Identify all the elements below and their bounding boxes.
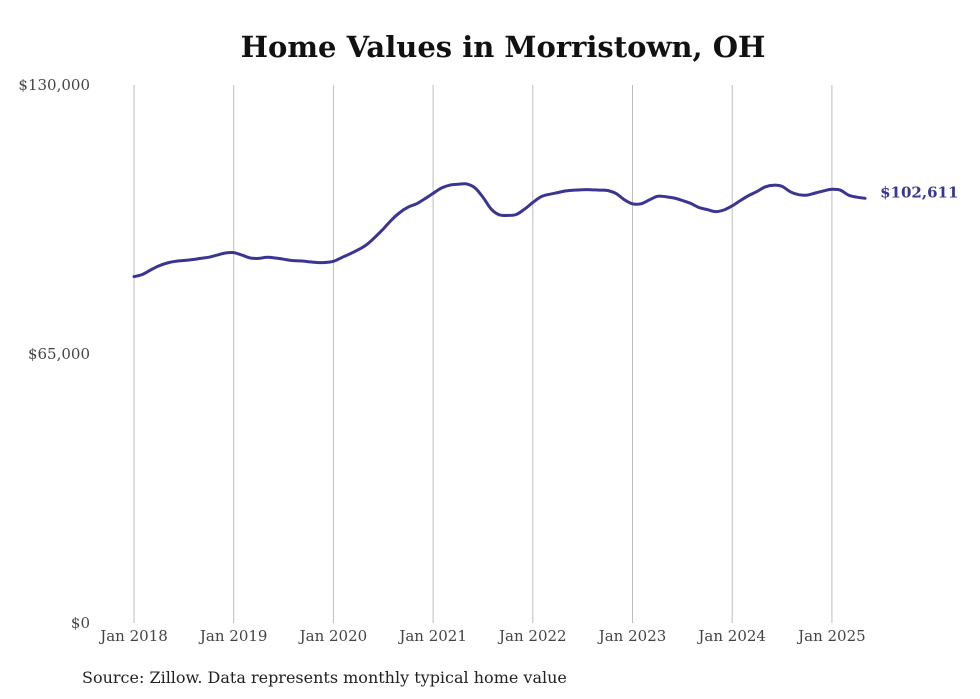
grid-lines	[133, 85, 833, 623]
x-tick-label: Jan 2020	[298, 627, 368, 645]
y-axis-ticks: $0 $65,000 $130,000	[18, 76, 90, 632]
x-tick-label: Jan 2023	[597, 627, 667, 645]
x-axis-ticks: Jan 2018 Jan 2019 Jan 2020 Jan 2021 Jan 2022…	[98, 627, 865, 645]
x-tick-label: Jan 2019	[198, 627, 268, 645]
y-tick-label: $65,000	[28, 345, 90, 363]
x-tick-label: Jan 2022	[497, 627, 567, 645]
chart-title: Home Values in Morristown, OH	[240, 30, 766, 64]
y-tick-label: $0	[71, 614, 90, 632]
x-tick-label: Jan 2024	[696, 627, 766, 645]
x-tick-label: Jan 2018	[98, 627, 168, 645]
y-tick-label: $130,000	[18, 76, 90, 94]
end-value-label: $102,611	[880, 183, 958, 201]
x-tick-label: Jan 2025	[796, 627, 866, 645]
source-note: Source: Zillow. Data represents monthly …	[82, 668, 567, 687]
series-layer: $102,611	[132, 182, 958, 279]
x-tick-label: Jan 2021	[397, 627, 467, 645]
series-line	[132, 182, 867, 279]
